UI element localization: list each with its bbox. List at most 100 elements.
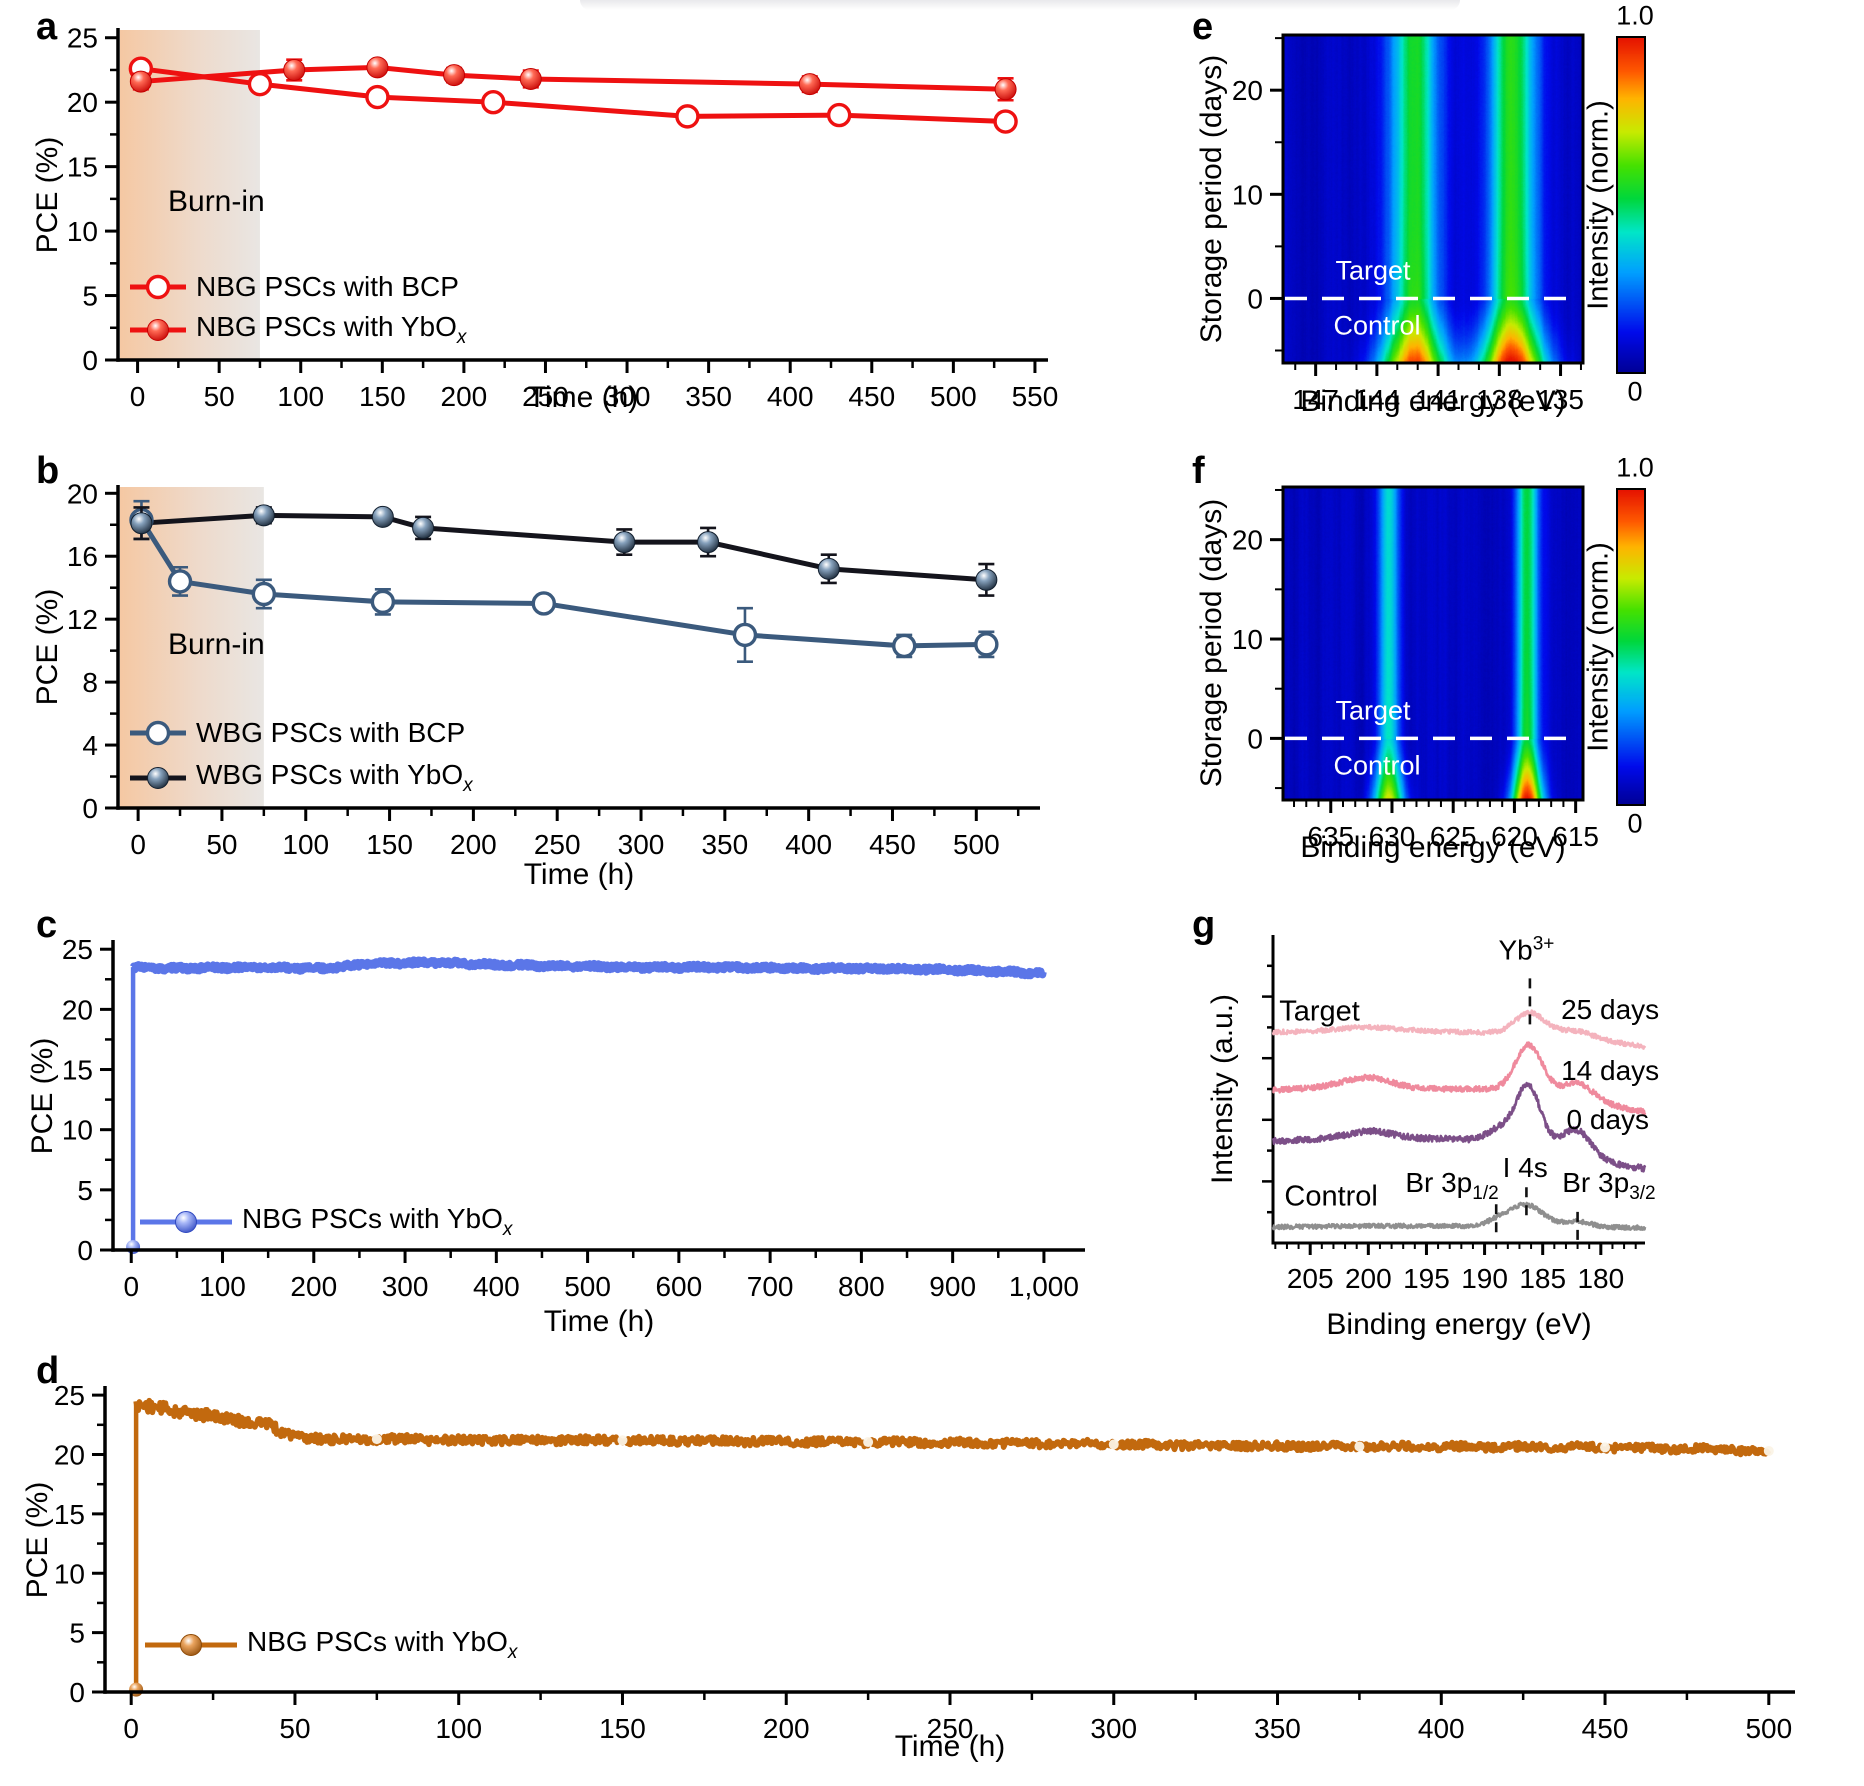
panel-c-ylabel: PCE (%) — [26, 1037, 59, 1155]
panel-label-f: f — [1192, 450, 1205, 492]
x-tick-label: 600 — [655, 1271, 702, 1302]
x-tick-label: 300 — [1090, 1713, 1137, 1744]
top-shadow — [580, 0, 1460, 10]
spectrum-Control — [1271, 1201, 1647, 1231]
panel-label-d: d — [36, 1350, 60, 1392]
panel-label-c: c — [36, 904, 58, 946]
panel-d-xlabel: Time (h) — [894, 1730, 1006, 1763]
panel-d-ylabel: PCE (%) — [21, 1481, 54, 1599]
x-tick-label: 138 — [1476, 384, 1523, 415]
y-tick-label: 20 — [67, 478, 98, 509]
y-tick-label: 0 — [77, 1235, 93, 1266]
x-tick-label: 141 — [1415, 384, 1462, 415]
panel-a-xlabel: Time (h) — [527, 381, 639, 414]
panel-g-xlabel: Binding energy (eV) — [1326, 1308, 1592, 1341]
x-tick-label: 500 — [1745, 1713, 1792, 1744]
y-tick-label: 0 — [1247, 283, 1263, 314]
x-tick-label: 150 — [359, 381, 406, 412]
x-tick-label: 200 — [441, 381, 488, 412]
legend-label: NBG PSCs with BCP — [196, 271, 459, 302]
x-tick-label: 300 — [382, 1271, 429, 1302]
colorbar-label: Intensity (norm.) — [1582, 100, 1615, 310]
legend-label: WBG PSCs with YbOx — [196, 759, 473, 796]
x-tick-label: 100 — [199, 1271, 246, 1302]
x-tick-label: 350 — [685, 381, 732, 412]
control-label: Control — [1333, 310, 1421, 341]
annotation-label: Br 3p1/2 — [1405, 1167, 1499, 1204]
x-tick-label: 135 — [1537, 384, 1584, 415]
x-tick-label: 350 — [1254, 1713, 1301, 1744]
target-label: Target — [1279, 995, 1360, 1028]
legend-label: WBG PSCs with BCP — [196, 717, 466, 748]
panel-label-e: e — [1192, 6, 1214, 48]
x-tick-label: 200 — [1345, 1263, 1392, 1294]
panel-e-heatmap — [1283, 35, 1583, 363]
x-tick-label: 450 — [848, 381, 895, 412]
x-tick-label: 100 — [435, 1713, 482, 1744]
y-tick-label: 5 — [69, 1618, 85, 1649]
annotation-label: I 4s — [1502, 1151, 1548, 1183]
legend-label: NBG PSCs with YbOx — [242, 1203, 513, 1240]
x-tick-label: 100 — [277, 381, 324, 412]
target-label: Target — [1335, 255, 1411, 286]
y-tick-label: 0 — [82, 345, 98, 376]
panel-g-ylabel: Intensity (a.u.) — [1206, 993, 1239, 1185]
x-tick-label: 150 — [599, 1713, 646, 1744]
colorbar-label: Intensity (norm.) — [1582, 542, 1615, 752]
x-tick-label: 50 — [206, 829, 237, 860]
y-tick-label: 10 — [1232, 624, 1263, 655]
panel-b-ylabel: PCE (%) — [31, 588, 64, 706]
x-tick-label: 500 — [930, 381, 977, 412]
colorbar-min: 0 — [1627, 808, 1643, 839]
x-tick-label: 450 — [869, 829, 916, 860]
x-tick-label: 400 — [785, 829, 832, 860]
x-tick-label: 250 — [927, 1713, 974, 1744]
x-tick-label: 185 — [1519, 1263, 1566, 1294]
x-tick-label: 0 — [130, 381, 146, 412]
x-tick-label: 50 — [204, 381, 235, 412]
spectrum-14-days — [1272, 1041, 1647, 1116]
x-tick-label: 635 — [1307, 821, 1354, 852]
x-tick-label: 144 — [1354, 384, 1401, 415]
x-tick-label: 250 — [534, 829, 581, 860]
y-tick-label: 10 — [67, 216, 98, 247]
y-tick-label: 12 — [67, 604, 98, 635]
colorbar — [1616, 488, 1646, 806]
y-tick-label: 20 — [1232, 525, 1263, 556]
colorbar-max: 1.0 — [1616, 452, 1654, 483]
y-tick-label: 8 — [82, 667, 98, 698]
burn-in-label: Burn-in — [168, 628, 265, 661]
colorbar-max: 1.0 — [1616, 0, 1654, 31]
target-label: Target — [1335, 695, 1411, 726]
x-tick-label: 200 — [290, 1271, 337, 1302]
panel-a-ylabel: PCE (%) — [31, 136, 64, 254]
annotation-label: Yb3+ — [1498, 933, 1555, 967]
x-tick-label: 550 — [1012, 381, 1059, 412]
panel-label-g: g — [1192, 904, 1216, 946]
x-tick-label: 625 — [1430, 821, 1477, 852]
panel-e-xlabel: Binding energy (eV) — [1300, 385, 1566, 418]
y-tick-label: 0 — [69, 1677, 85, 1708]
panel-f-xlabel: Binding energy (eV) — [1300, 831, 1566, 864]
panel-label-b: b — [36, 450, 60, 492]
legend-label: NBG PSCs with YbOx — [196, 311, 467, 348]
x-tick-label: 1,000 — [1009, 1271, 1079, 1302]
x-tick-label: 620 — [1491, 821, 1538, 852]
panel-f-ylabel: Storage period (days) — [1195, 498, 1228, 788]
y-tick-label: 16 — [67, 541, 98, 572]
x-tick-label: 250 — [522, 381, 569, 412]
y-tick-label: 15 — [62, 1055, 93, 1086]
x-tick-label: 350 — [701, 829, 748, 860]
x-tick-label: 200 — [450, 829, 497, 860]
legend-label: NBG PSCs with YbOx — [247, 1626, 518, 1663]
spectrum-25-days — [1271, 1009, 1647, 1050]
